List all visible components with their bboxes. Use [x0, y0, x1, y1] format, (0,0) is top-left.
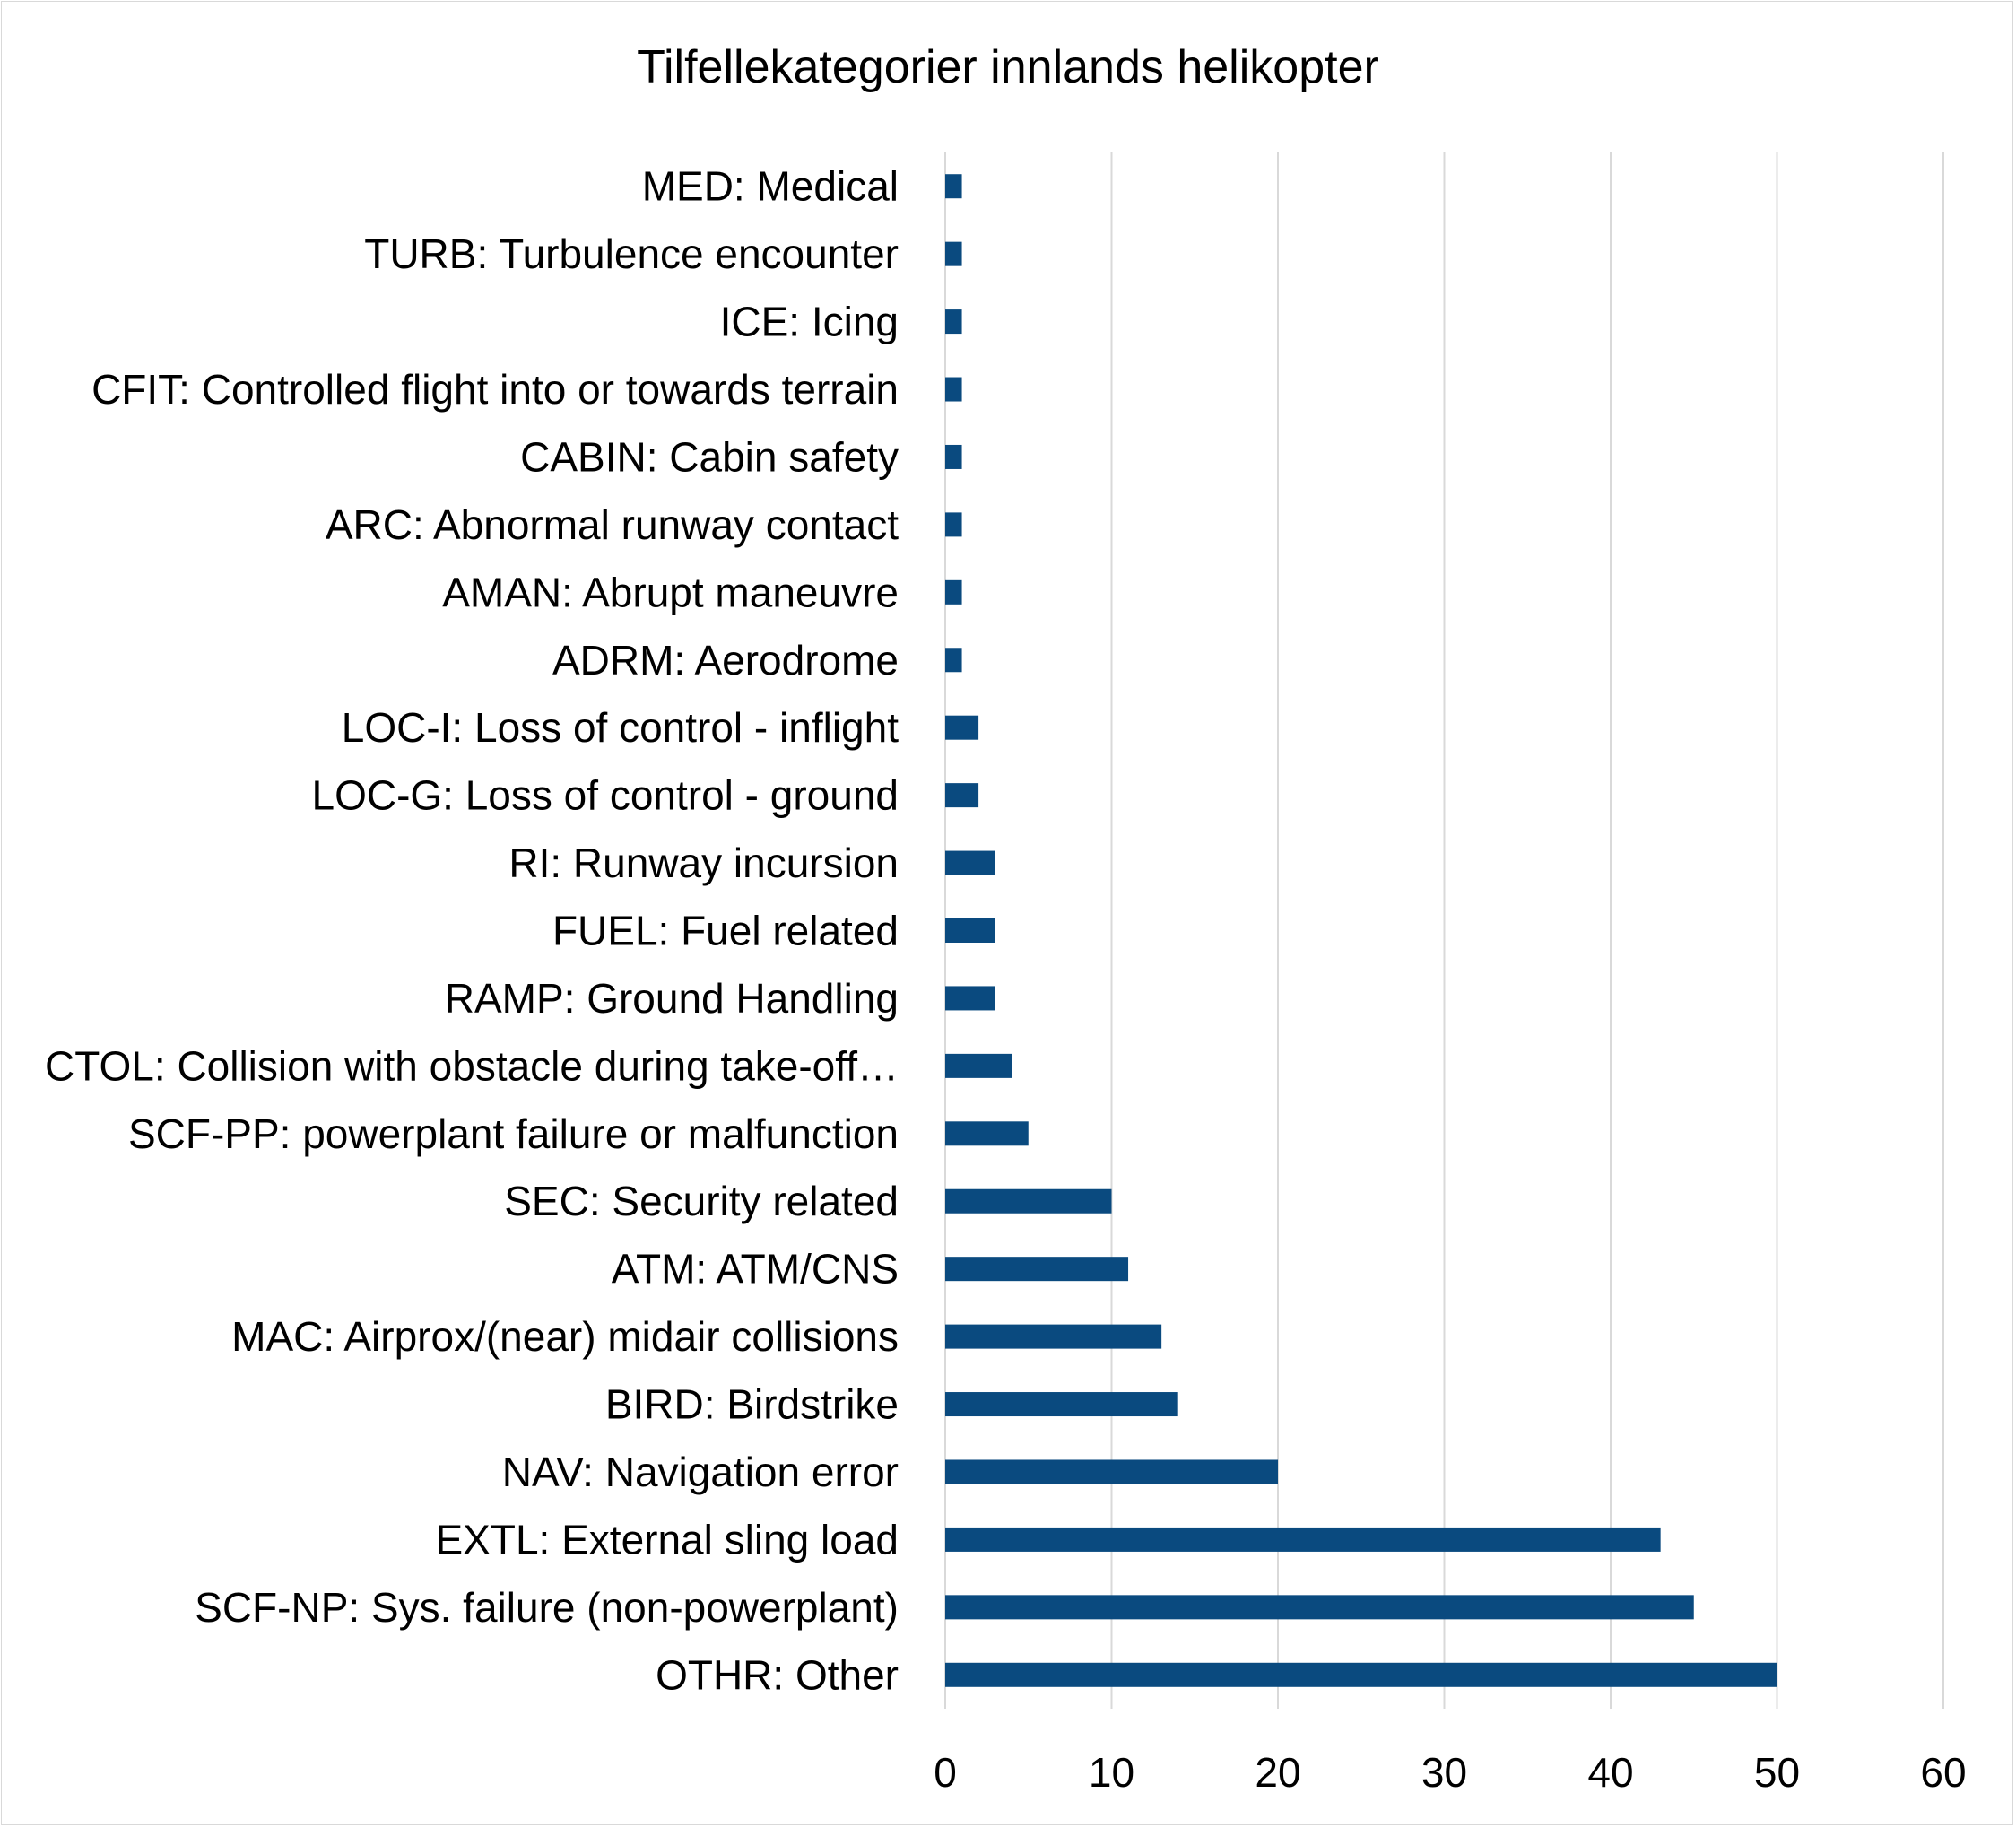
bar	[945, 1257, 1129, 1282]
bar	[945, 783, 979, 808]
bar	[945, 444, 962, 469]
bar	[945, 309, 962, 335]
bar	[945, 918, 995, 943]
x-tick-label: 30	[1421, 1749, 1467, 1796]
bar	[945, 1392, 1178, 1417]
bar	[945, 579, 962, 605]
category-label: ATM: ATM/CNS	[612, 1246, 899, 1293]
category-label: BIRD: Birdstrike	[605, 1381, 899, 1428]
bar	[945, 174, 962, 199]
bar	[945, 1459, 1278, 1484]
category-label: FUEL: Fuel related	[552, 908, 899, 954]
bar	[945, 1121, 1029, 1146]
bar	[945, 377, 962, 402]
category-label: NAV: Navigation error	[502, 1449, 899, 1495]
bar	[945, 1595, 1694, 1620]
category-labels: MED: Medical TURB: Turbulence encounter IC…	[45, 163, 899, 1699]
bar	[945, 715, 979, 740]
x-tick-label: 40	[1587, 1749, 1633, 1796]
bar	[945, 241, 962, 266]
x-tick-label: 0	[934, 1749, 957, 1796]
gridlines	[944, 152, 1944, 1709]
bar	[945, 1188, 1112, 1214]
bar	[945, 1324, 1162, 1349]
category-label: RI: Runway incursion	[508, 840, 899, 886]
x-axis-tick-labels: 0 10 20 30 40 50 60	[934, 1749, 1966, 1796]
x-tick-label: 60	[1920, 1749, 1966, 1796]
bars	[945, 174, 1777, 1687]
category-label: TURB: Turbulence encounter	[364, 231, 899, 277]
category-label: MAC: Airprox/(near) midair collisions	[231, 1313, 899, 1360]
category-label: AMAN: Abrupt maneuvre	[442, 569, 899, 615]
bar	[945, 1527, 1661, 1552]
category-label: SEC: Security related	[504, 1178, 899, 1224]
category-label: OTHR: Other	[656, 1651, 899, 1698]
x-tick-label: 20	[1255, 1749, 1300, 1796]
category-label: ARC: Abnormal runway contact	[326, 501, 899, 548]
category-label: SCF-NP: Sys. failure (non-powerplant)	[195, 1584, 899, 1631]
category-label: CTOL: Collision with obstacle during tak…	[45, 1042, 899, 1089]
category-label: MED: Medical	[642, 163, 899, 210]
bar	[945, 850, 995, 875]
x-tick-label: 10	[1089, 1749, 1134, 1796]
category-label: SCF-PP: powerplant failure or malfunctio…	[128, 1110, 899, 1157]
category-label: EXTL: External sling load	[436, 1516, 899, 1563]
category-label: RAMP: Ground Handling	[445, 975, 899, 1022]
bar	[945, 986, 995, 1011]
x-tick-label: 50	[1754, 1749, 1800, 1796]
bar	[945, 1662, 1777, 1687]
chart-title: Tilfellekategorier innlands helikopter	[637, 41, 1379, 93]
bar	[945, 648, 962, 673]
bar	[945, 512, 962, 537]
category-label: LOC-G: Loss of control - ground	[311, 772, 899, 819]
category-label: CABIN: Cabin safety	[520, 433, 899, 480]
category-label: ADRM: Aerodrome	[552, 637, 899, 683]
bar	[945, 1053, 1012, 1078]
category-label: ICE: Icing	[720, 299, 899, 345]
category-label: LOC-I: Loss of control - inflight	[342, 704, 899, 751]
category-label: CFIT: Controlled flight into or towards …	[91, 366, 899, 413]
